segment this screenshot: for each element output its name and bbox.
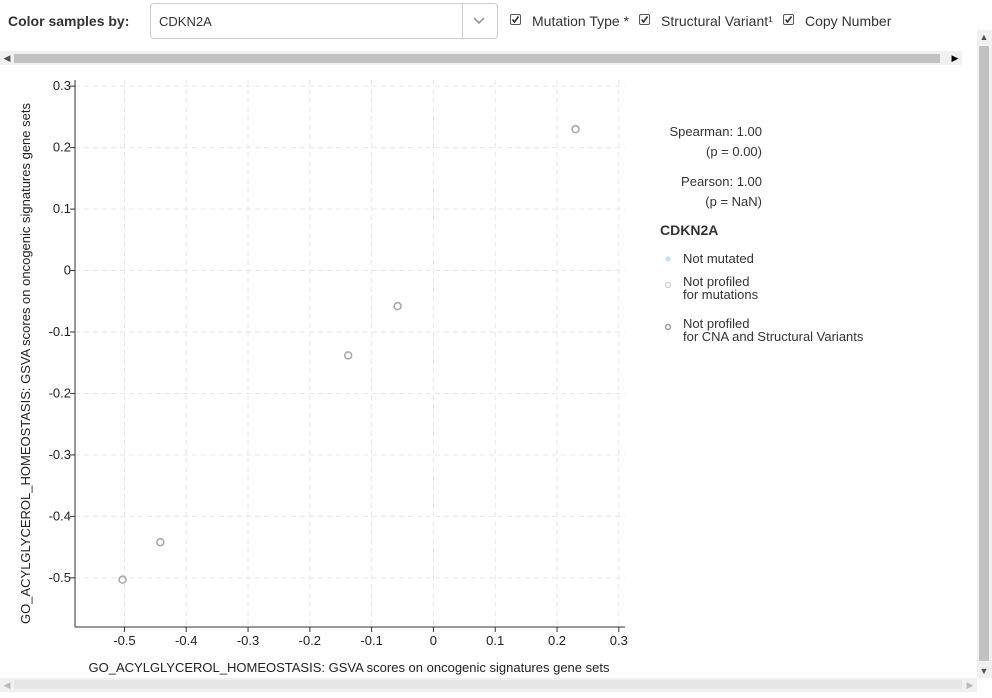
x-tick-label: -0.2: [299, 633, 321, 648]
y-tick-label: -0.2: [49, 385, 71, 400]
y-tick-label: 0: [64, 263, 71, 278]
x-axis-ticks: -0.5 -0.4 -0.3 -0.2 -0.1 0 0.1 0.2 0.3: [113, 627, 628, 648]
x-tick-label: 0.2: [548, 633, 566, 648]
axes: [74, 80, 625, 628]
x-axis-label: GO_ACYLGLYCEROL_HOMEOSTASIS: GSVA scores…: [89, 660, 610, 675]
select-divider: [462, 4, 463, 38]
legend: CDKN2A Not mutated Not profiled for muta…: [660, 222, 863, 353]
y-tick-label: -0.5: [49, 570, 71, 585]
mutation-type-checkbox[interactable]: [510, 14, 521, 25]
legend-item-label: Not profiled for CNA and Structural Vari…: [683, 316, 864, 344]
horizontal-scrollbar-top[interactable]: ◀ ▶: [0, 51, 962, 65]
dot-icon: [665, 256, 671, 262]
y-axis-label: GO_ACYLGLYCEROL_HOMEOSTASIS: GSVA scores…: [18, 103, 33, 624]
x-tick-label: 0.3: [610, 633, 628, 648]
data-point: [393, 301, 402, 311]
x-tick-label: 0.1: [486, 633, 504, 648]
data-point: [343, 351, 353, 360]
scatter-plot: -0.5 -0.4 -0.3 -0.2 -0.1 0 0.1 0.2 0.3 -0.5 -0.4-…: [0, 66, 640, 683]
x-tick-label: -0.1: [360, 633, 382, 648]
scatter-plot-svg: -0.5 -0.4 -0.3 -0.2 -0.1 0 0.1 0.2 0.3 -0.5-0.4-…: [18, 78, 628, 675]
mutation-type-label: Mutation Type *: [532, 13, 630, 29]
spearman-value: Spearman: 1.00: [669, 124, 762, 139]
y-tick-label: -0.4: [49, 508, 71, 523]
vertical-scrollbar[interactable]: ▲ ▼: [977, 30, 992, 678]
scrollbar-thumb[interactable]: [14, 54, 940, 63]
chevron-down-icon[interactable]: [471, 14, 487, 28]
y-axis-ticks: -0.5 -0.4 -0.3 -0.2 -0.1 0 0.1 0.2 0.3: [49, 78, 75, 585]
grid: [75, 80, 625, 627]
y-tick-label: 0.2: [53, 140, 71, 155]
y-tick-label: -0.3: [49, 447, 71, 462]
structural-variant-label: Structural Variant¹: [661, 13, 773, 29]
pearson-value: Pearson: 1.00: [681, 174, 762, 189]
y-tick-label: 0.1: [53, 201, 71, 216]
gene-select[interactable]: CDKN2A: [150, 3, 498, 39]
ring-icon: [664, 281, 672, 289]
legend-item-not-mutated: Not mutated: [660, 252, 863, 265]
toolbar: Color samples by: CDKN2A Mutation Type *…: [0, 0, 992, 44]
x-tick-label: 0: [430, 633, 437, 648]
scroll-left-icon[interactable]: ◀: [3, 53, 11, 63]
scroll-right-icon[interactable]: ▶: [966, 680, 974, 690]
copy-number-checkbox[interactable]: [783, 14, 794, 25]
scrollbar-thumb[interactable]: [979, 46, 989, 661]
x-tick-label: -0.5: [113, 633, 135, 648]
scroll-down-icon[interactable]: ▼: [979, 666, 989, 676]
legend-item-label: Not mutated: [683, 251, 754, 266]
x-tick-label: -0.3: [237, 633, 259, 648]
data-points: [118, 124, 580, 584]
scroll-right-icon[interactable]: ▶: [951, 53, 959, 63]
gene-select-value: CDKN2A: [159, 14, 212, 29]
spearman-p-value: (p = 0.00): [705, 144, 762, 159]
data-point: [118, 575, 127, 584]
structural-variant-checkbox[interactable]: [639, 14, 650, 25]
data-point: [571, 124, 580, 134]
copy-number-label: Copy Number: [805, 13, 892, 29]
legend-title: CDKN2A: [660, 222, 719, 238]
ring-icon: [664, 323, 672, 331]
color-samples-label: Color samples by:: [8, 13, 130, 29]
scroll-left-icon[interactable]: ◀: [3, 680, 11, 690]
y-tick-label: 0.3: [53, 78, 71, 93]
x-tick-label: -0.4: [175, 633, 197, 648]
legend-item-not-profiled-cna-sv: Not profiled for CNA and Structural Vari…: [660, 317, 863, 343]
pearson-p-value: (p = NaN): [705, 194, 762, 209]
legend-item-label: Not profiled for mutations: [683, 274, 759, 302]
data-point: [156, 537, 165, 547]
y-tick-label: -0.1: [49, 324, 71, 339]
correlation-stats: Spearman: 1.00 (p = 0.00) Pearson: 1.00 …: [630, 122, 762, 212]
scrollbar-thumb[interactable]: [14, 680, 962, 689]
horizontal-scrollbar-bottom[interactable]: ◀ ▶: [0, 678, 977, 692]
legend-item-not-profiled-mutations: Not profiled for mutations: [660, 275, 863, 301]
scroll-up-icon[interactable]: ▲: [979, 32, 989, 42]
